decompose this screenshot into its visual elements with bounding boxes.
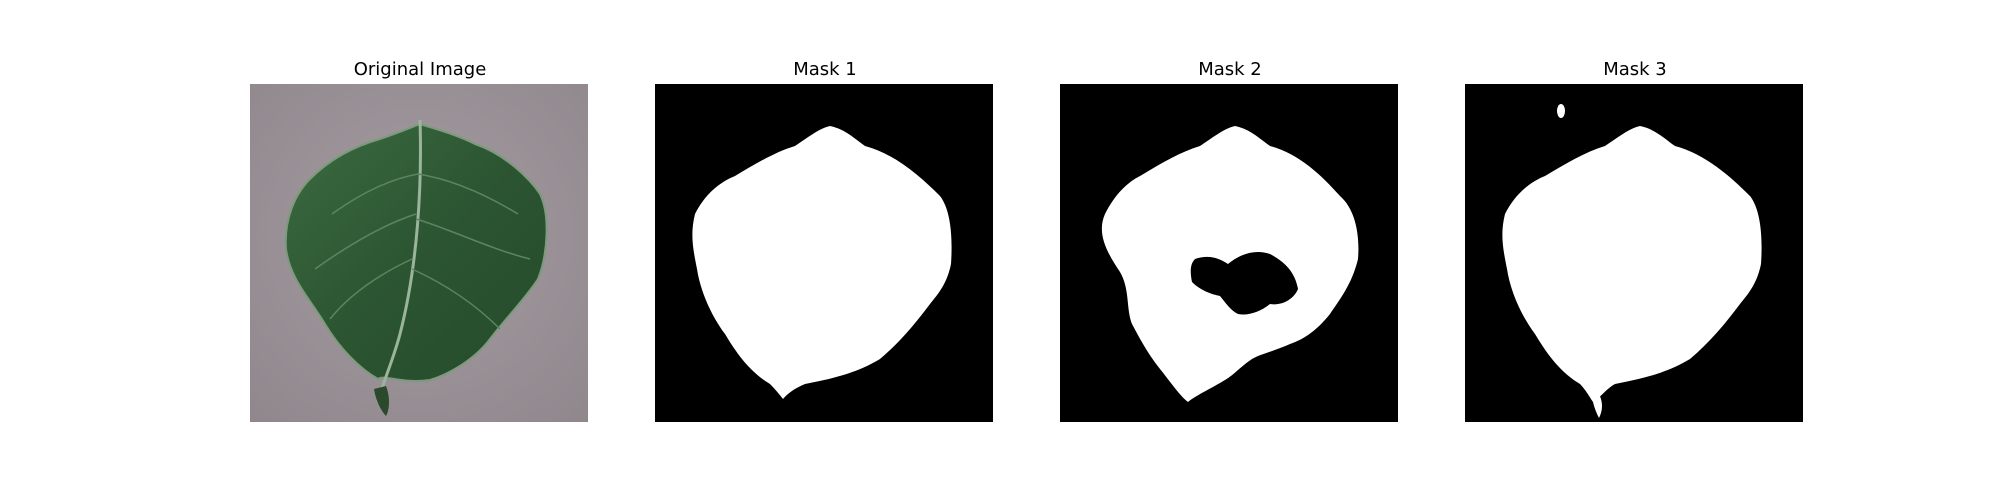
panel-title: Original Image: [353, 59, 487, 80]
panel-title: Mask 3: [1603, 59, 1667, 80]
mask-2-image: [1060, 84, 1398, 422]
original-image-panel: Original Image: [250, 56, 590, 422]
mask-3-image: [1465, 84, 1803, 422]
leaf-photo: [250, 84, 588, 422]
mask-1-panel: Mask 1: [655, 56, 995, 422]
panel-title: Mask 1: [793, 59, 857, 80]
mask-2-panel: Mask 2: [1060, 56, 1400, 422]
mask-1-image: [655, 84, 993, 422]
panel-title: Mask 2: [1198, 59, 1262, 80]
mask-3-panel: Mask 3: [1465, 56, 1805, 422]
